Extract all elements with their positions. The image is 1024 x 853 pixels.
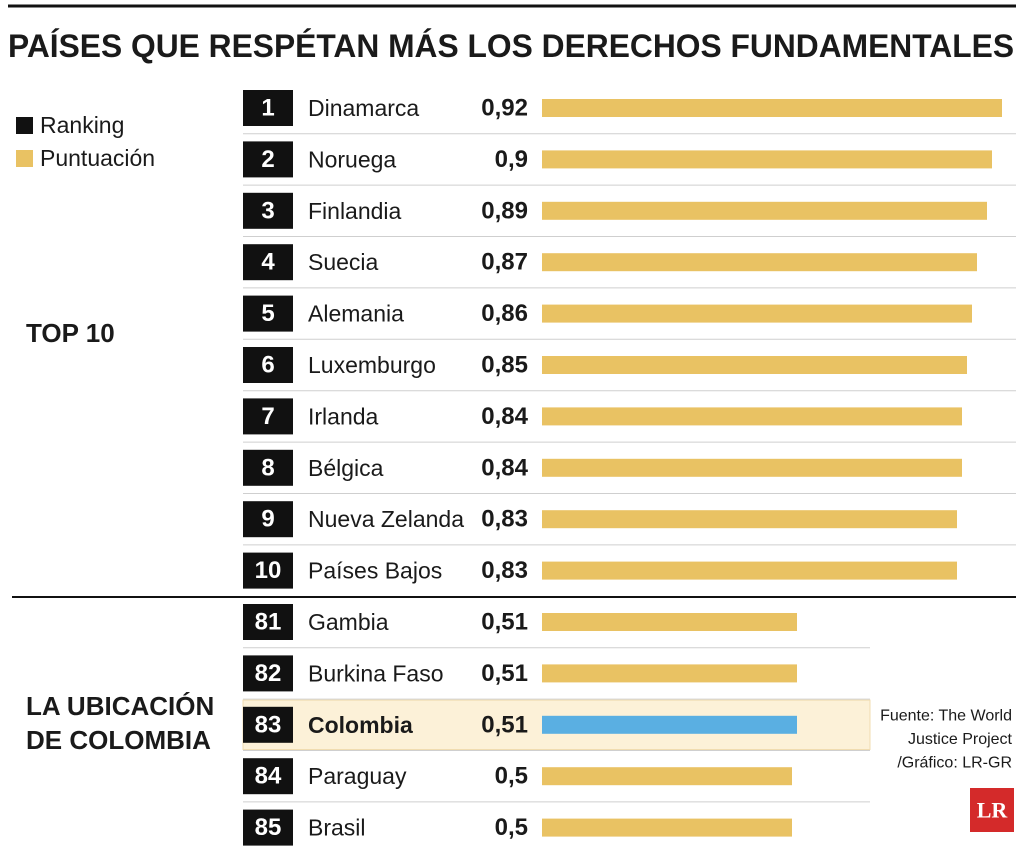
country: Bélgica bbox=[308, 455, 384, 481]
rank-box bbox=[243, 141, 293, 178]
rank-box bbox=[243, 192, 293, 229]
bar bbox=[542, 767, 792, 786]
source: Justice Project bbox=[908, 731, 1013, 748]
rank: 10 bbox=[255, 557, 282, 584]
rank-box bbox=[243, 449, 293, 486]
value-label: 0,86 bbox=[481, 300, 528, 327]
rank: 6 bbox=[261, 352, 274, 379]
value-label: 0,51 bbox=[481, 660, 528, 687]
country: Luxemburgo bbox=[308, 352, 436, 378]
rank: 83 bbox=[255, 711, 282, 738]
country: Países Bajos bbox=[308, 558, 442, 584]
country: Paraguay bbox=[308, 763, 407, 789]
value-label: 0,5 bbox=[495, 763, 528, 790]
bar bbox=[542, 201, 987, 220]
rank-box bbox=[243, 655, 293, 692]
rank: 81 bbox=[255, 609, 282, 636]
bar bbox=[542, 150, 992, 169]
rank-box bbox=[243, 809, 293, 846]
rank: 2 bbox=[261, 146, 274, 173]
rank-box bbox=[243, 501, 293, 538]
rank: 85 bbox=[255, 814, 282, 841]
bar bbox=[542, 253, 977, 272]
country: Noruega bbox=[308, 146, 396, 172]
value-label: 0,84 bbox=[481, 403, 528, 430]
country: Nueva Zelanda bbox=[308, 506, 464, 532]
country: Colombia bbox=[308, 712, 413, 738]
source: /Gráfico: LR-GR bbox=[897, 755, 1012, 772]
value-label: 0,85 bbox=[481, 352, 528, 379]
value-label: 0,5 bbox=[495, 814, 528, 841]
rank-box bbox=[243, 604, 293, 640]
country: Brasil bbox=[308, 815, 366, 841]
group-label: LA UBICACIÓN bbox=[26, 691, 214, 721]
value-label: 0,51 bbox=[481, 609, 528, 636]
country: Irlanda bbox=[308, 403, 379, 429]
value-label: 0,84 bbox=[481, 454, 528, 481]
bar bbox=[542, 715, 797, 734]
country: Alemania bbox=[308, 301, 404, 327]
logo: LR bbox=[977, 798, 1009, 823]
value-label: 0,9 bbox=[495, 146, 528, 173]
bar bbox=[542, 356, 967, 374]
rank: 7 bbox=[261, 403, 274, 430]
legend-swatch bbox=[16, 150, 33, 167]
rank-box bbox=[243, 758, 293, 795]
value-label: 0,92 bbox=[481, 95, 528, 122]
value-label: 0,87 bbox=[481, 249, 528, 276]
rank-box bbox=[243, 347, 293, 383]
country: Dinamarca bbox=[308, 95, 419, 121]
rank-box bbox=[243, 706, 293, 743]
rank: 8 bbox=[261, 454, 274, 481]
rank-box bbox=[243, 552, 293, 589]
group-label: DE COLOMBIA bbox=[26, 725, 211, 755]
bar bbox=[542, 561, 957, 580]
legend-swatch bbox=[16, 117, 33, 134]
rank: 5 bbox=[261, 300, 274, 327]
rank: 84 bbox=[255, 763, 282, 790]
chart-title: PAÍSES QUE RESPÉTAN MÁS LOS DERECHOS FUN… bbox=[8, 28, 1014, 64]
value-label: 0,89 bbox=[481, 197, 528, 224]
legend-label: Puntuación bbox=[40, 145, 155, 171]
rank-box bbox=[243, 244, 293, 281]
bar bbox=[542, 818, 792, 837]
bar bbox=[542, 407, 962, 426]
country: Gambia bbox=[308, 609, 389, 635]
rank: 4 bbox=[261, 249, 275, 276]
rank-box bbox=[243, 398, 293, 435]
bar bbox=[542, 510, 957, 529]
bar bbox=[542, 613, 797, 631]
country: Suecia bbox=[308, 249, 379, 275]
value-label: 0,83 bbox=[481, 557, 528, 584]
rank: 3 bbox=[261, 197, 274, 224]
rank: 1 bbox=[261, 95, 274, 122]
source: Fuente: The World bbox=[880, 708, 1012, 725]
bar bbox=[542, 99, 1002, 117]
value-label: 0,51 bbox=[481, 711, 528, 738]
rank-box bbox=[243, 90, 293, 126]
logo-box bbox=[970, 788, 1014, 832]
value-label: 0,83 bbox=[481, 506, 528, 533]
country: Finlandia bbox=[308, 198, 402, 224]
legend-label: Ranking bbox=[40, 112, 124, 138]
group-label: TOP 10 bbox=[26, 318, 115, 348]
bar bbox=[542, 304, 972, 323]
rank: 9 bbox=[261, 506, 274, 533]
rank-box bbox=[243, 295, 293, 332]
rank: 82 bbox=[255, 660, 282, 687]
bar bbox=[542, 664, 797, 683]
country: Burkina Faso bbox=[308, 660, 444, 686]
bar bbox=[542, 458, 962, 477]
